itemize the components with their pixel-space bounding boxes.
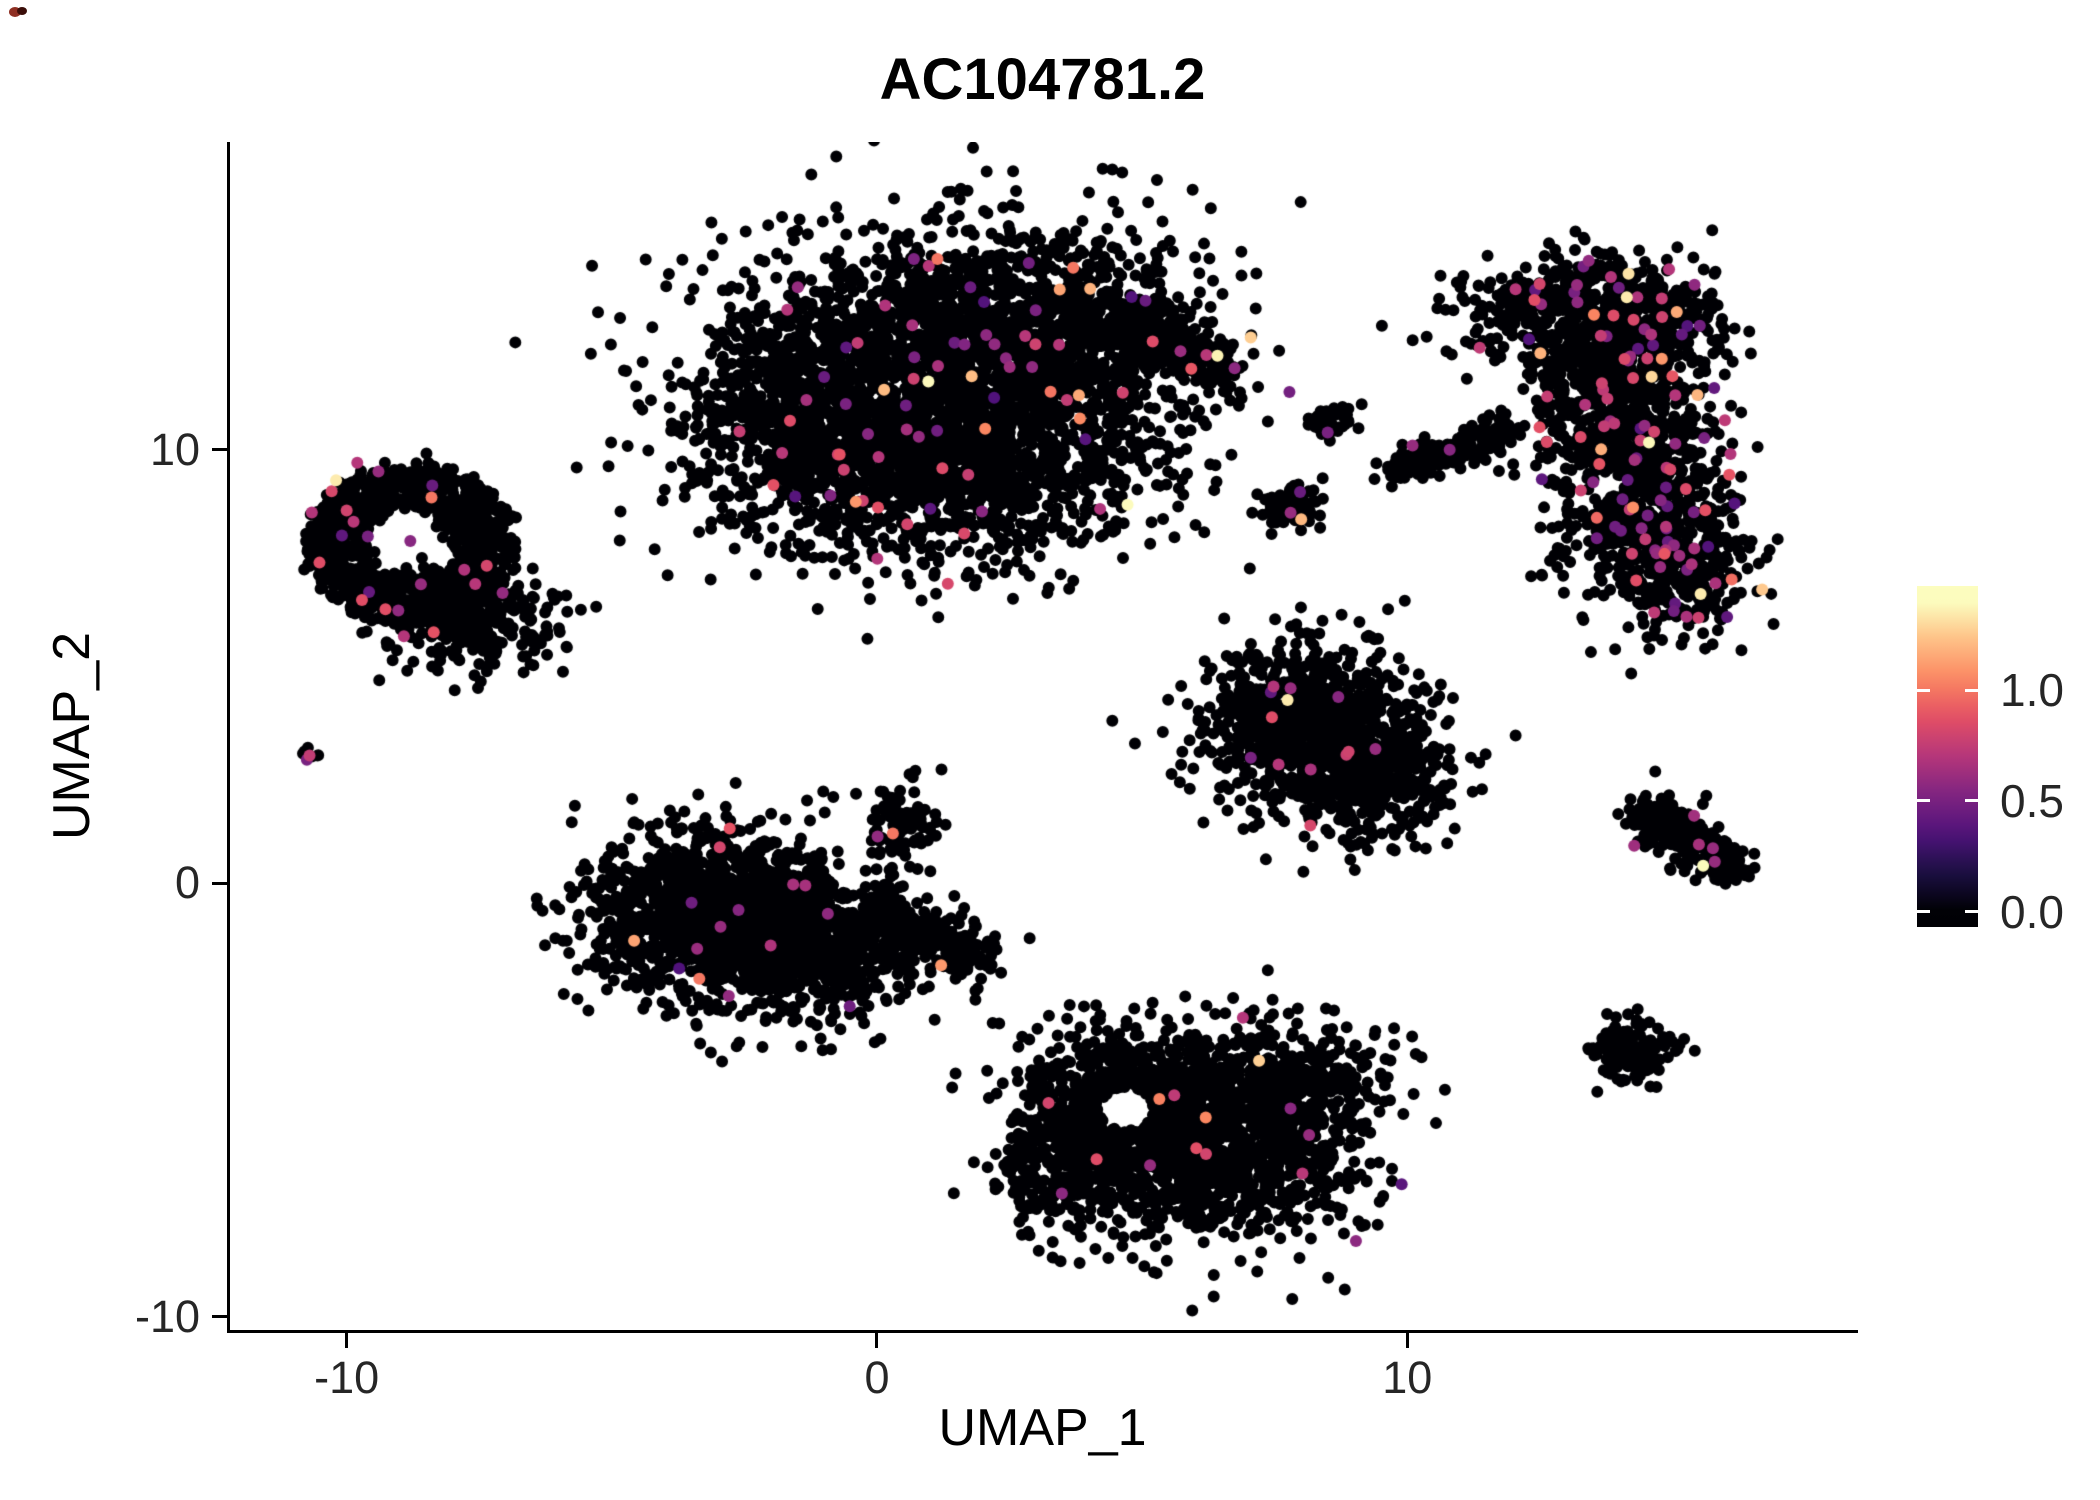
colorbar-gradient [1917,586,1978,927]
y-tick-mark [212,881,227,885]
colorbar-tick-label: 0.5 [2000,774,2064,827]
plot-area [227,142,1858,1333]
colorbar-tick-mark [1917,799,1930,803]
x-tick-mark [345,1333,349,1348]
x-tick-label: -10 [314,1352,380,1403]
colorbar-tick-mark [1965,910,1978,913]
y-axis-label: UMAP_2 [43,631,101,841]
x-tick-label: 0 [864,1352,890,1403]
scatter-canvas [230,142,1858,1330]
colorbar-tick-label: 1.0 [2000,664,2064,717]
x-axis-label: UMAP_1 [938,1399,1147,1457]
y-tick-label: -10 [134,1290,200,1342]
colorbar-tick-mark [1917,688,1930,692]
corner-artifact [8,4,30,20]
y-tick-label: 0 [174,857,200,909]
y-tick-label: 10 [149,423,200,475]
colorbar: 1.0 0.5 0.0 [1917,586,2100,938]
y-tick-mark [212,1315,227,1319]
colorbar-tick-mark [1965,688,1978,692]
x-tick-label: 10 [1382,1352,1433,1403]
colorbar-tick-label: 0.0 [2000,885,2064,938]
plot-title: AC104781.2 [879,47,1206,112]
corner-artifact-mark [9,7,27,17]
colorbar-tick-mark [1917,910,1930,913]
colorbar-tick-mark [1965,799,1978,803]
y-tick-mark [212,448,227,452]
x-tick-mark [1405,1333,1409,1348]
x-tick-mark [875,1333,879,1348]
